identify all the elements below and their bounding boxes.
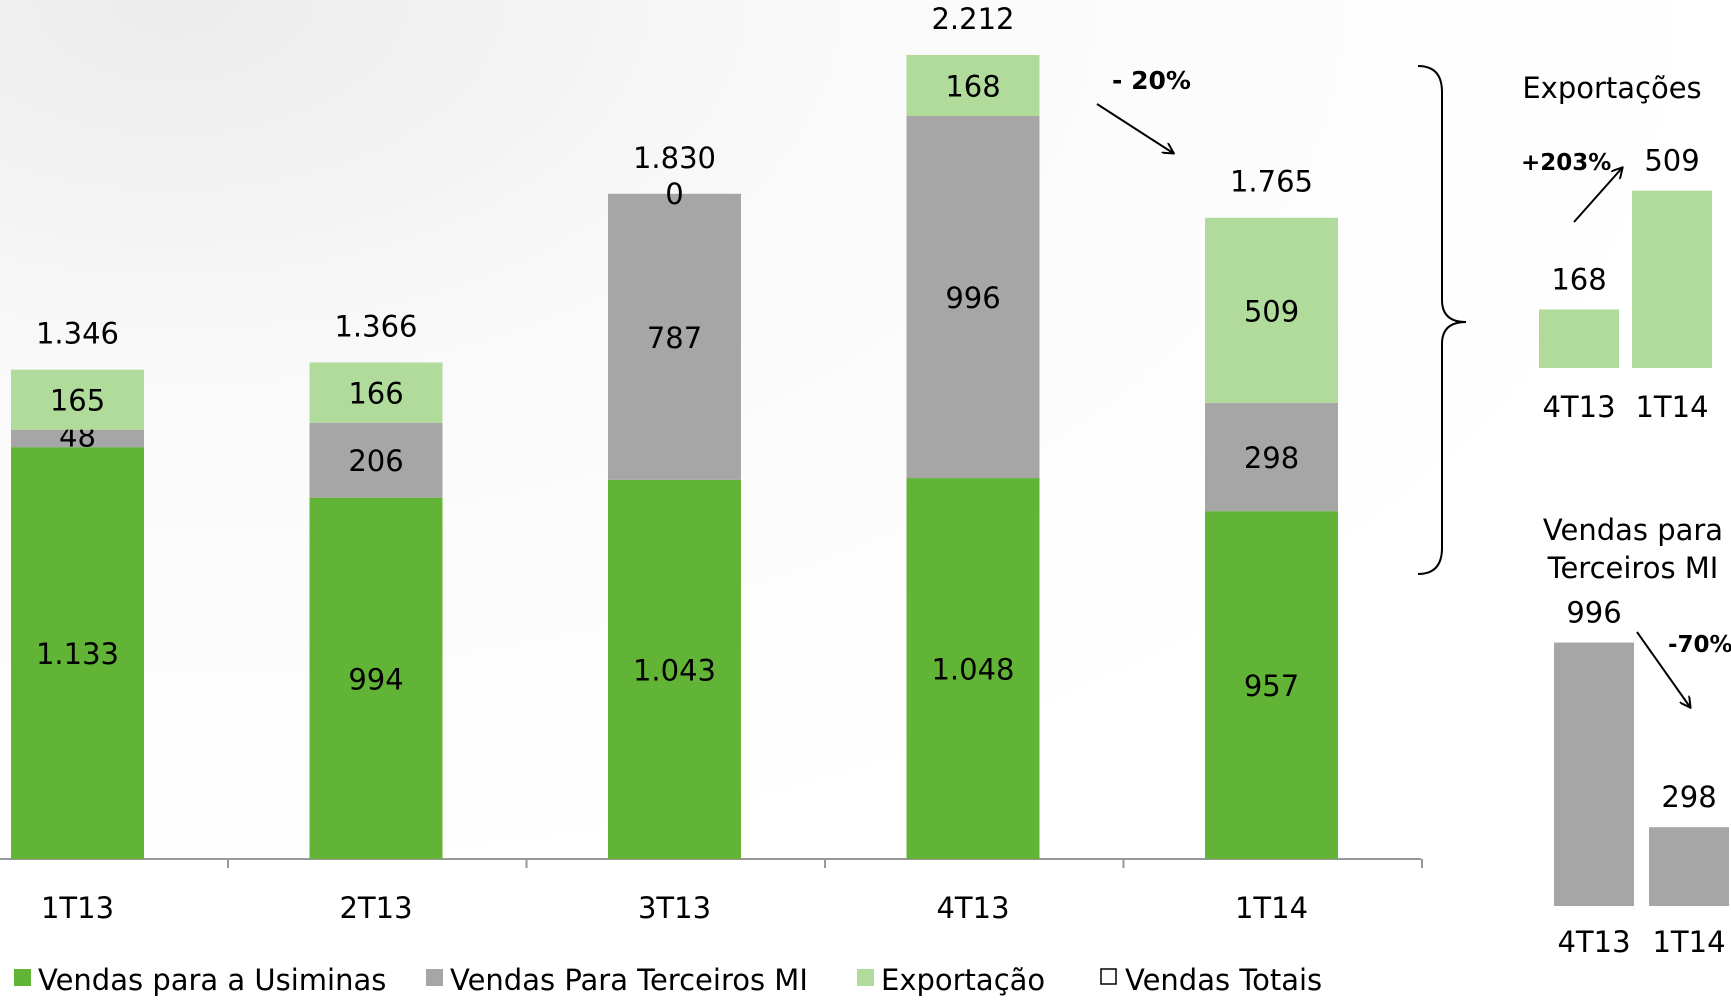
data-label: 165 (50, 384, 105, 418)
total-label: 1.765 (1230, 164, 1313, 198)
data-label: 168 (945, 69, 1000, 103)
x-tick-label: 2T13 (339, 891, 412, 925)
bracket-layer (1417, 65, 1467, 575)
data-label: 787 (647, 321, 702, 355)
segment-usiminas (608, 479, 741, 859)
legend-swatch (426, 969, 443, 986)
segment-terceiros (906, 116, 1040, 479)
data-label: 1.043 (633, 653, 716, 687)
legend-item-usiminas: Vendas para a Usiminas (38, 963, 386, 996)
data-label: 1.048 (931, 653, 1014, 687)
mini-category-label: 1T14 (1635, 390, 1708, 424)
mini-bar-label: 168 (1551, 262, 1606, 296)
total-label: 1.830 (633, 141, 716, 175)
mini-bar-label: 298 (1661, 780, 1716, 814)
segment-exportacao (906, 54, 1040, 117)
mini-category-label: 4T13 (1542, 390, 1615, 424)
segment-terceiros (608, 193, 741, 480)
legend-item-vendas-totais: Vendas Totais (1125, 963, 1322, 996)
segment-terceiros (11, 429, 144, 448)
legend-swatch (14, 969, 31, 986)
mini-bar (1632, 190, 1712, 368)
mini-bar-label: 509 (1644, 144, 1699, 178)
mini-bar (1649, 827, 1729, 906)
grouping-brace (1417, 65, 1467, 575)
x-tick-label: 1T14 (1235, 891, 1308, 925)
legend-item-terceiros: Vendas Para Terceiros MI (450, 963, 808, 996)
total-label: 1.366 (334, 309, 417, 343)
x-tick-label: 3T13 (638, 891, 711, 925)
mini-bar (1539, 309, 1619, 368)
mini-category-label: 4T13 (1557, 925, 1630, 959)
data-label: 509 (1244, 294, 1299, 328)
decrease-arrow (1096, 103, 1173, 153)
mini-chart-vendas-terceiros: Vendas para Terceiros MI 996 4T13 298 1T14 -70… (1543, 513, 1731, 959)
segment-usiminas (906, 478, 1040, 859)
change-annotation: +203% (1521, 150, 1611, 176)
mini-chart-title: Terceiros MI (1547, 551, 1719, 585)
legend: Vendas para a Usiminas Vendas Para Tercei… (14, 963, 1322, 997)
segment-exportacao (309, 362, 443, 423)
segment-terceiros (309, 422, 443, 498)
segment-usiminas (11, 447, 144, 859)
segment-usiminas (309, 497, 443, 859)
data-label: 206 (348, 444, 403, 478)
mini-chart-exportacoes: Exportações 168 4T13 509 1T14 +203% (1521, 71, 1712, 424)
mini-chart-title: Exportações (1522, 71, 1701, 105)
segment-terceiros (1205, 402, 1338, 512)
data-label: 298 (1244, 441, 1299, 475)
legend-item-exportacao: Exportação (881, 963, 1045, 996)
x-tick-label: 1T13 (41, 891, 114, 925)
legend-swatch (857, 969, 874, 986)
legend-swatch (1100, 968, 1117, 985)
segment-exportacao (1205, 217, 1338, 403)
total-label: 1.346 (36, 317, 119, 351)
increase-arrow (1573, 168, 1622, 223)
mini-bar (1554, 642, 1634, 906)
change-annotation: -70% (1668, 632, 1731, 658)
change-annotation: - 20% (1112, 66, 1191, 95)
segment-exportacao (11, 369, 144, 430)
data-label: 1.133 (36, 637, 119, 671)
total-label: 2.212 (931, 2, 1014, 36)
data-label: 996 (945, 281, 1000, 315)
data-label: 994 (348, 662, 403, 696)
data-label: 0 (665, 177, 683, 211)
data-label: 166 (348, 377, 403, 411)
mini-category-label: 1T14 (1652, 925, 1725, 959)
main-stacked-bar-chart: 1.133481651.3461T139942061661.3662T131.0… (0, 2, 1423, 925)
mini-chart-title: Vendas para (1543, 513, 1723, 547)
x-tick-label: 4T13 (936, 891, 1009, 925)
data-label: 957 (1244, 669, 1299, 703)
mini-bar-label: 996 (1566, 596, 1621, 630)
segment-usiminas (1205, 511, 1338, 859)
decrease-arrow (1636, 631, 1690, 707)
